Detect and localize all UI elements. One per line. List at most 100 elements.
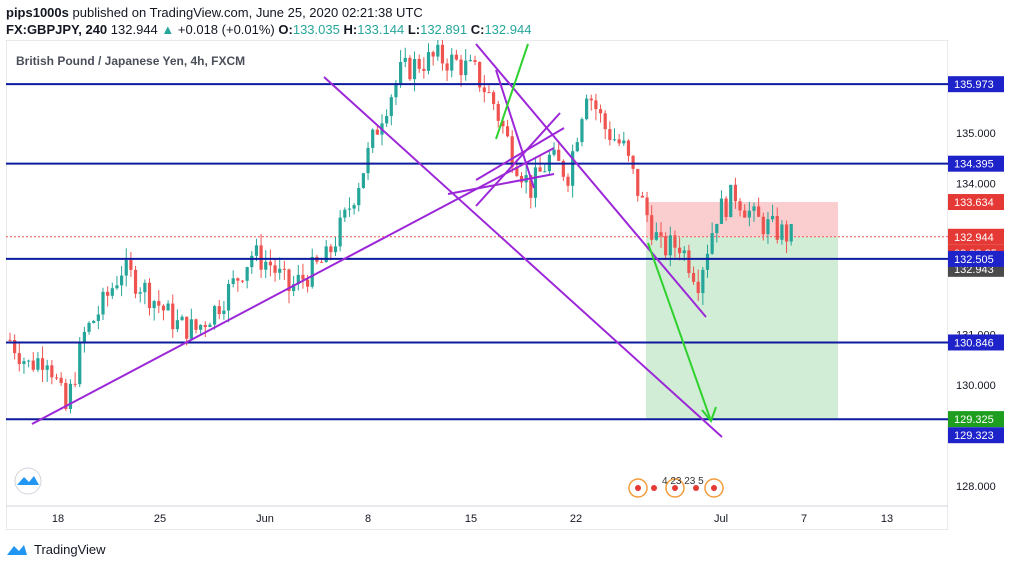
candle-body: [292, 284, 296, 292]
candle-body: [375, 129, 379, 135]
candle-body: [668, 235, 672, 256]
candle-body: [733, 184, 737, 202]
trendline: [447, 173, 555, 195]
candle-body: [357, 187, 361, 206]
author-name[interactable]: pips1000s: [6, 5, 69, 20]
candle-body: [78, 342, 82, 385]
last-price: 132.944: [110, 22, 158, 37]
candle-body: [175, 320, 179, 330]
candle-body: [440, 44, 445, 64]
candle-body: [54, 377, 59, 379]
candle-body: [329, 246, 333, 253]
trendline: [323, 76, 723, 438]
candle-body: [161, 305, 166, 311]
candle-body: [612, 139, 617, 141]
candle-body: [464, 60, 468, 76]
candle-body: [510, 136, 514, 168]
candle-body: [473, 60, 477, 62]
candle-body: [27, 360, 31, 362]
footer-brand[interactable]: TradingView: [34, 541, 106, 557]
projection-arrow: [647, 242, 712, 422]
candle-body: [422, 68, 426, 71]
candle-body: [608, 129, 612, 140]
level-badge: 129.323: [954, 430, 994, 442]
candle-body: [459, 59, 463, 76]
candle-body: [636, 168, 640, 196]
candle-body: [133, 269, 138, 294]
stop-loss-zone: [646, 202, 838, 237]
high-label: H:: [343, 22, 358, 37]
candle-body: [31, 360, 35, 370]
low-value: 132.891: [420, 22, 468, 37]
candle-body: [166, 303, 170, 311]
symbol-label: FX:GBPJPY, 240: [6, 22, 108, 37]
candle-body: [594, 100, 598, 110]
candle-body: [408, 57, 412, 80]
open-value: 133.035: [292, 22, 340, 37]
candle-body: [264, 261, 268, 270]
candle-body: [129, 260, 133, 270]
candle-body: [147, 282, 152, 309]
level-badge-bg: [948, 250, 1004, 267]
publish-line: pips1000s published on TradingView.com, …: [6, 4, 1006, 21]
last-price-badge-bg: [948, 228, 1004, 245]
candle-body: [296, 274, 300, 285]
target-badge: 129.325: [954, 414, 994, 426]
candle-body: [617, 139, 621, 144]
chart-title: British Pound / Japanese Yen, 4h, FXCM: [16, 54, 245, 68]
candle-body: [561, 160, 565, 177]
last-price-badge: 132.944: [954, 232, 994, 244]
candle-body: [68, 383, 73, 409]
projection-line: [495, 43, 529, 140]
candle-body: [301, 274, 305, 280]
low-label: L:: [407, 22, 421, 37]
x-tick-label: 22: [570, 513, 582, 525]
candle-body: [543, 171, 547, 173]
candle-body: [106, 291, 110, 296]
high-value: 133.144: [357, 22, 405, 37]
candle-body: [529, 175, 533, 198]
open-label: O:: [278, 22, 293, 37]
x-tick-label: Jun: [256, 513, 274, 525]
stop-badge: 133.634: [954, 197, 994, 209]
candle-body: [450, 54, 454, 71]
candle-body: [189, 319, 193, 339]
x-tick-label: 18: [52, 513, 64, 525]
candle-body: [780, 224, 784, 240]
candle-body: [403, 57, 407, 63]
candle-body: [784, 224, 789, 242]
candle-body: [575, 142, 579, 152]
tradingview-logo-icon: [14, 467, 42, 495]
candle-body: [710, 233, 714, 254]
candle-body: [282, 268, 286, 270]
candle-body: [278, 268, 282, 273]
trendlines[interactable]: [31, 43, 723, 438]
candle-body: [222, 310, 226, 315]
candle-body: [194, 319, 198, 330]
up-triangle-icon: ▲: [161, 22, 175, 37]
candle-body: [557, 149, 561, 161]
chart-header: pips1000s published on TradingView.com, …: [6, 4, 1006, 40]
candle-body: [533, 167, 538, 198]
candle-body: [171, 303, 175, 330]
candle-body: [306, 279, 310, 287]
arrow-head-icon: [701, 406, 717, 424]
price-change: +0.018 (+0.01%): [177, 22, 275, 37]
candle-body: [366, 147, 370, 174]
close-value: 132.944: [484, 22, 532, 37]
trendline: [475, 112, 561, 207]
candle-body: [92, 320, 96, 323]
candle-body: [120, 275, 124, 286]
candle-body: [333, 246, 338, 253]
candle-body: [110, 288, 114, 296]
candle-body: [496, 104, 500, 121]
candle-body: [645, 197, 649, 216]
target-badge-bg: [948, 411, 1004, 428]
candle-body: [96, 314, 100, 321]
candle-body: [199, 324, 203, 330]
price-chart[interactable]: British Pound / Japanese Yen, 4h, FXCM 1…: [6, 40, 948, 530]
candle-body: [36, 358, 40, 370]
candle-body: [468, 60, 472, 62]
horizontal-levels[interactable]: [6, 83, 948, 421]
